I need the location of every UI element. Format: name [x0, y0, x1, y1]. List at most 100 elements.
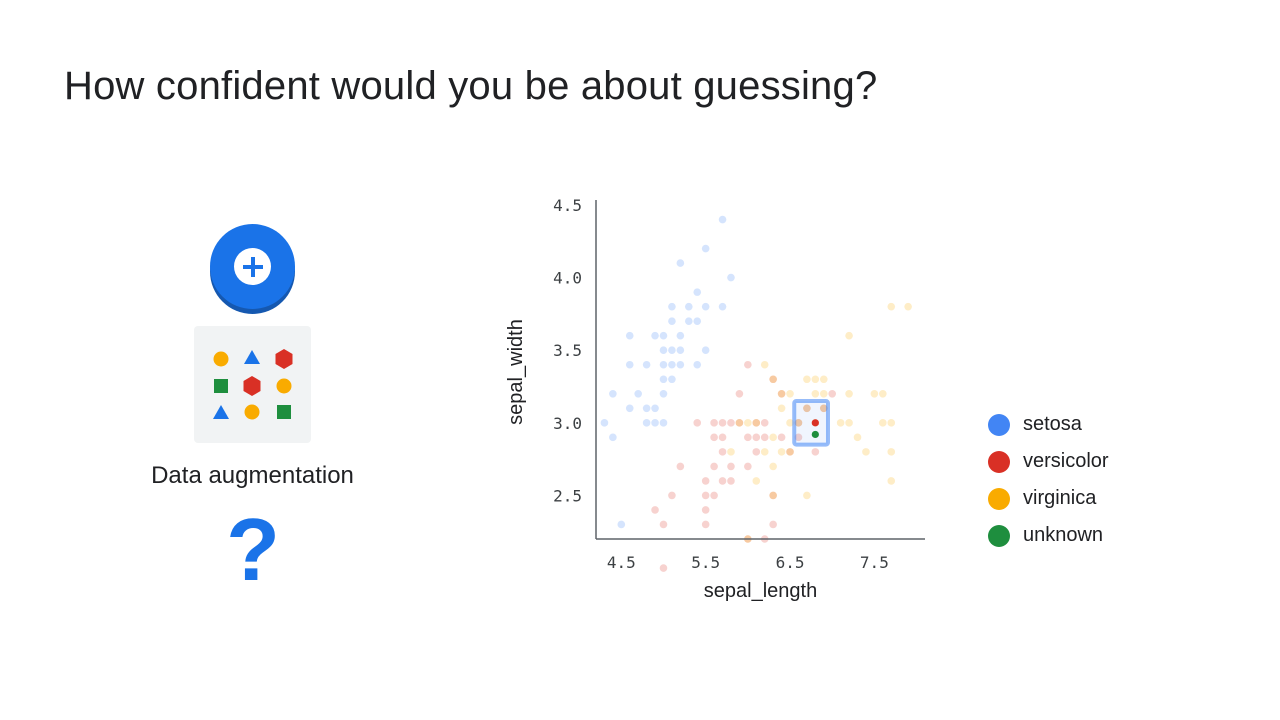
data-point-versicolor — [651, 506, 659, 514]
data-point-virginica — [845, 331, 853, 340]
data-point-setosa — [676, 346, 685, 355]
data-point-virginica — [811, 389, 820, 398]
data-point-versicolor — [659, 564, 668, 572]
data-point-virginica — [786, 448, 794, 456]
data-point-virginica — [870, 389, 879, 398]
legend-swatch — [988, 524, 1010, 547]
data-point-versicolor — [777, 389, 786, 398]
data-point-versicolor — [718, 419, 727, 427]
y-axis-label: sepal_width — [505, 319, 527, 425]
data-point-versicolor — [744, 433, 752, 442]
x-tick-label: 4.5 — [607, 553, 636, 572]
data-point-setosa — [668, 360, 676, 369]
data-point-virginica — [744, 419, 752, 427]
data-point-versicolor — [710, 462, 718, 471]
legend-item-versicolor: versicolor — [988, 443, 1109, 480]
data-point-virginica — [760, 360, 769, 369]
scatter-chart: 4.5 5.5 6.5 7.5 2.5 3.0 3.5 4.0 4.5 sepal_lengt… — [505, 196, 925, 602]
slide-title: How confident would you be about guessin… — [64, 64, 878, 108]
data-point-setosa — [642, 360, 651, 369]
green-square-shape — [214, 379, 228, 393]
data-point-virginica — [819, 404, 828, 413]
augmentation-label: Data augmentation — [151, 462, 354, 489]
data-point-setosa — [625, 404, 634, 413]
data-point-versicolor — [718, 433, 727, 442]
data-point-virginica — [777, 448, 786, 456]
yellow-circle-shape — [213, 351, 229, 367]
data-point-virginica — [786, 419, 794, 427]
plus-symbol — [234, 248, 271, 285]
data-point-setosa — [668, 302, 676, 311]
data-point-virginica — [811, 375, 820, 384]
y-axis-ticks: 2.5 3.0 3.5 4.0 4.5 — [553, 196, 582, 505]
data-point-setosa — [718, 215, 727, 224]
data-point-virginica — [794, 419, 803, 427]
data-point-virginica — [803, 491, 811, 500]
data-point-versicolor — [777, 433, 786, 442]
data-point-setosa — [625, 331, 634, 340]
data-point-virginica — [819, 389, 828, 398]
data-point-versicolor — [701, 520, 710, 529]
data-point-setosa — [676, 360, 685, 369]
data-point-virginica — [845, 389, 853, 398]
shape-grid-graphic — [213, 349, 293, 420]
data-point-setosa — [718, 302, 727, 311]
data-point-virginica — [862, 448, 870, 456]
data-point-versicolor — [701, 506, 710, 514]
data-point-virginica — [887, 419, 896, 427]
y-tick-label: 3.0 — [553, 414, 582, 433]
data-point-setosa — [701, 302, 710, 311]
x-axis-label: sepal_length — [704, 580, 817, 602]
data-point-virginica — [803, 375, 811, 384]
data-point-versicolor — [744, 462, 752, 471]
data-point-virginica — [777, 389, 786, 398]
data-point-virginica — [904, 302, 912, 311]
y-tick-label: 4.5 — [553, 196, 582, 215]
data-point-setosa — [693, 317, 702, 325]
data-point-setosa — [684, 302, 693, 311]
data-point-highlighted — [811, 419, 819, 427]
data-point-setosa — [693, 288, 702, 296]
data-point-versicolor — [710, 491, 718, 500]
yellow-circle-shape — [244, 404, 260, 420]
data-point-versicolor — [760, 419, 769, 427]
x-tick-label: 7.5 — [860, 553, 889, 572]
y-tick-label: 2.5 — [553, 486, 582, 505]
data-point-virginica — [735, 419, 744, 427]
data-point-unknown — [811, 430, 819, 439]
legend-label: unknown — [1023, 524, 1104, 546]
data-point-virginica — [819, 375, 828, 384]
data-point-virginica — [853, 433, 862, 442]
legend-swatch — [988, 450, 1010, 473]
data-point-versicolor — [735, 419, 744, 427]
data-point-versicolor — [659, 520, 668, 529]
data-point-virginica — [769, 433, 777, 442]
data-point-virginica — [887, 448, 896, 456]
data-point-virginica — [836, 419, 845, 427]
data-point-versicolor — [786, 448, 794, 456]
data-point-virginica — [760, 448, 769, 456]
data-point-setosa — [600, 419, 609, 427]
legend-item-unknown: unknown — [988, 517, 1109, 554]
blue-triangle-shape — [213, 405, 229, 419]
data-point-versicolor — [819, 404, 828, 413]
legend-label: versicolor — [1023, 450, 1109, 472]
data-point-setosa — [651, 419, 659, 427]
data-point-virginica — [786, 389, 794, 398]
data-point-setosa — [676, 331, 685, 340]
data-point-setosa — [668, 375, 676, 384]
data-point-versicolor — [710, 433, 718, 442]
data-point-setosa — [642, 404, 651, 413]
data-point-virginica — [769, 462, 777, 471]
data-point-setosa — [609, 433, 617, 442]
data-point-virginica — [752, 477, 761, 485]
highlight-box — [792, 399, 830, 447]
x-tick-label: 5.5 — [691, 553, 720, 572]
data-point-virginica — [879, 419, 887, 427]
data-point-versicolor — [794, 419, 803, 427]
data-point-virginica — [887, 302, 896, 311]
data-point-setosa — [659, 331, 668, 340]
focus-points — [811, 419, 819, 439]
data-point-setosa — [659, 346, 668, 355]
data-point-setosa — [676, 259, 685, 267]
